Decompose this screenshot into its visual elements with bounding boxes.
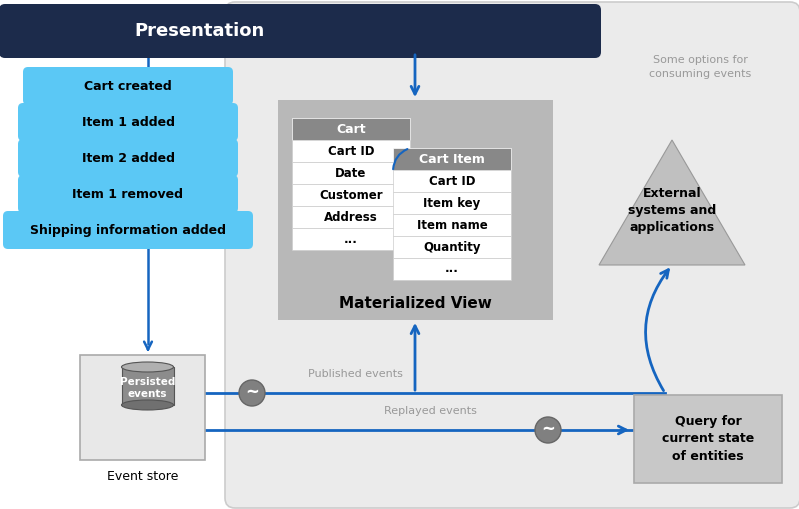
FancyBboxPatch shape bbox=[18, 139, 238, 177]
FancyBboxPatch shape bbox=[3, 211, 253, 249]
Bar bbox=[292, 162, 410, 184]
Bar bbox=[393, 214, 511, 236]
Bar bbox=[393, 192, 511, 214]
Bar bbox=[292, 184, 410, 206]
Text: External
systems and
applications: External systems and applications bbox=[628, 187, 716, 234]
Text: Address: Address bbox=[324, 211, 378, 223]
Bar bbox=[393, 170, 511, 192]
Text: Published events: Published events bbox=[308, 369, 403, 379]
Text: Cart ID: Cart ID bbox=[328, 145, 374, 157]
Polygon shape bbox=[599, 140, 745, 265]
Text: Cart created: Cart created bbox=[84, 79, 172, 93]
Bar bbox=[292, 118, 410, 140]
Bar bbox=[292, 206, 410, 228]
Text: ...: ... bbox=[344, 233, 358, 245]
FancyBboxPatch shape bbox=[0, 4, 601, 58]
Text: Shipping information added: Shipping information added bbox=[30, 223, 226, 237]
Bar bbox=[393, 236, 511, 258]
Bar bbox=[393, 258, 511, 280]
Ellipse shape bbox=[121, 362, 173, 372]
Text: Presentation: Presentation bbox=[134, 22, 264, 40]
Text: Cart ID: Cart ID bbox=[429, 175, 475, 187]
Bar bbox=[121, 367, 173, 405]
Text: Customer: Customer bbox=[319, 188, 383, 202]
FancyBboxPatch shape bbox=[18, 175, 238, 213]
Text: Query for
current state
of entities: Query for current state of entities bbox=[662, 414, 754, 464]
Text: Quantity: Quantity bbox=[423, 240, 481, 253]
FancyBboxPatch shape bbox=[18, 103, 238, 141]
Text: Replayed events: Replayed events bbox=[384, 406, 476, 416]
Text: Item 1 added: Item 1 added bbox=[81, 116, 174, 128]
Text: Cart Item: Cart Item bbox=[419, 153, 485, 165]
Text: Some options for
consuming events: Some options for consuming events bbox=[649, 55, 751, 79]
Text: Date: Date bbox=[336, 166, 367, 180]
Text: Event store: Event store bbox=[107, 469, 178, 483]
Text: Item 1 removed: Item 1 removed bbox=[73, 187, 184, 201]
Text: Cart: Cart bbox=[336, 123, 366, 135]
FancyBboxPatch shape bbox=[634, 395, 782, 483]
FancyBboxPatch shape bbox=[80, 355, 205, 460]
Text: ~: ~ bbox=[245, 383, 259, 401]
Text: Item key: Item key bbox=[423, 196, 481, 210]
Text: Materialized View: Materialized View bbox=[339, 297, 492, 312]
Text: Item 2 added: Item 2 added bbox=[81, 152, 174, 164]
Bar bbox=[292, 140, 410, 162]
Ellipse shape bbox=[121, 400, 173, 410]
Bar bbox=[292, 228, 410, 250]
Text: Persisted
events: Persisted events bbox=[120, 377, 175, 399]
Text: Item name: Item name bbox=[416, 218, 487, 232]
Text: ~: ~ bbox=[541, 420, 555, 438]
Bar bbox=[393, 148, 511, 170]
Circle shape bbox=[535, 417, 561, 443]
FancyBboxPatch shape bbox=[278, 100, 553, 320]
Text: ...: ... bbox=[445, 263, 459, 275]
Circle shape bbox=[239, 380, 265, 406]
FancyBboxPatch shape bbox=[23, 67, 233, 105]
FancyBboxPatch shape bbox=[225, 2, 799, 508]
